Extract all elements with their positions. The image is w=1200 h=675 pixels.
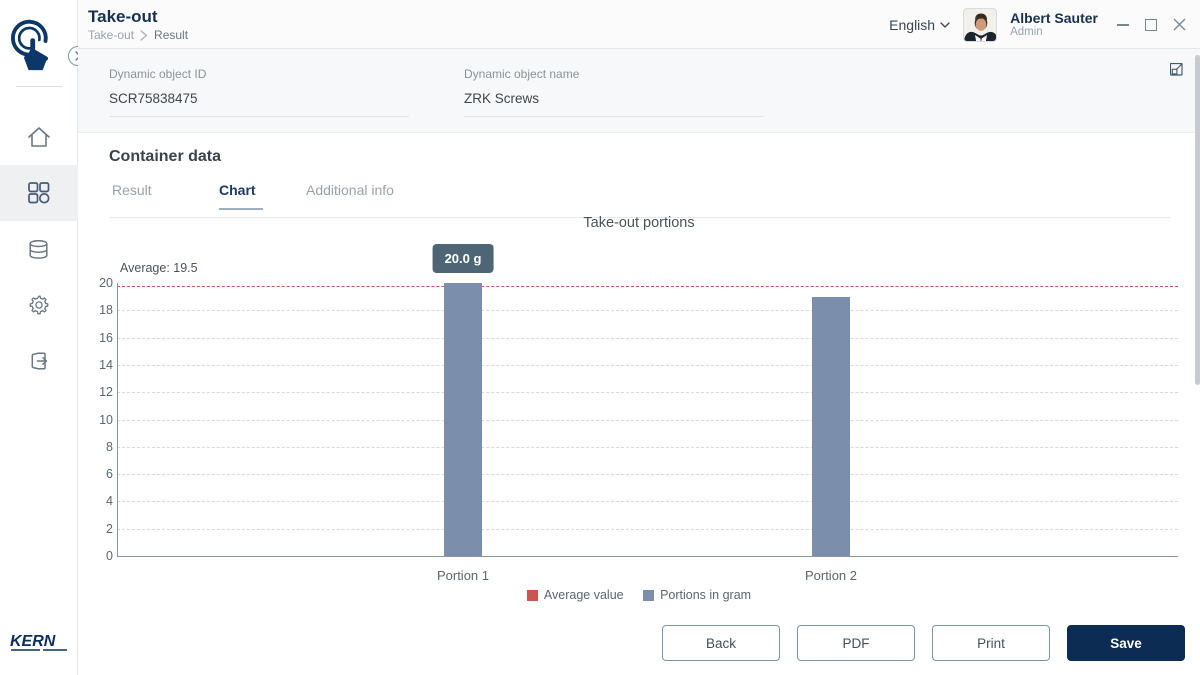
svg-text:KERN: KERN [10,633,56,650]
